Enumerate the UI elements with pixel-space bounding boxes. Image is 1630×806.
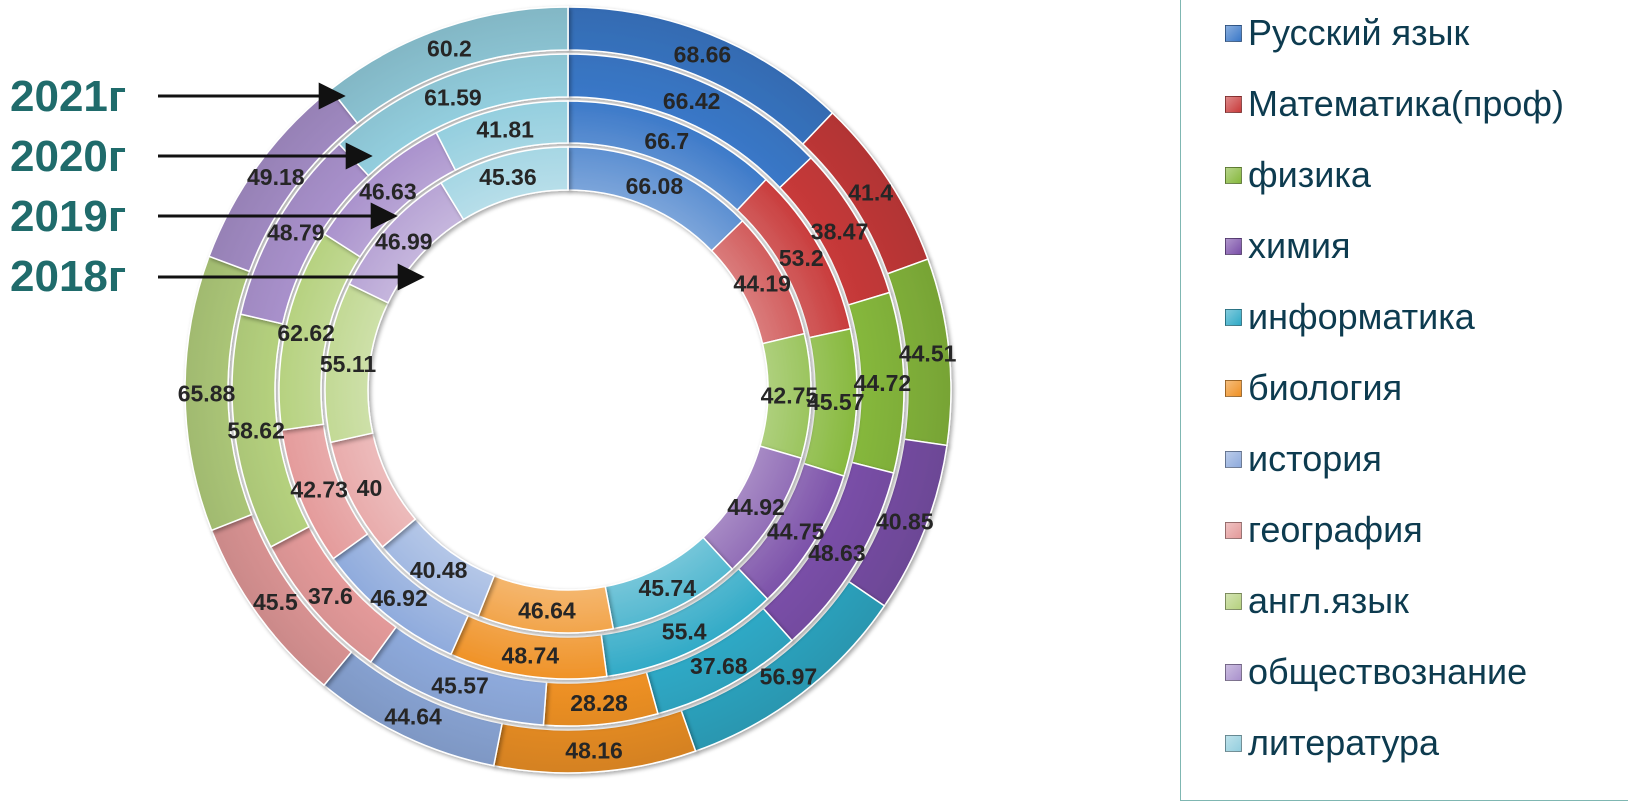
legend-item: обществознание [1225, 651, 1527, 693]
legend-label: Математика(проф) [1248, 83, 1564, 125]
legend-swatch [1225, 522, 1242, 539]
value-label-2-10: 41.81 [476, 116, 534, 142]
legend-label: физика [1248, 154, 1371, 196]
value-label-3-5: 46.64 [518, 597, 576, 623]
year-label-2021: 2021г [10, 72, 126, 122]
value-label-0-10: 60.2 [427, 35, 472, 61]
legend-item: информатика [1225, 296, 1475, 338]
value-label-3-1: 44.19 [733, 270, 791, 296]
value-label-2-1: 53.2 [779, 245, 824, 271]
legend-label: биология [1248, 367, 1402, 409]
value-label-1-0: 66.42 [663, 88, 721, 114]
value-label-3-2: 42.75 [761, 383, 819, 409]
legend-item: биология [1225, 367, 1402, 409]
legend-label: информатика [1248, 296, 1475, 338]
value-label-2-9: 46.63 [359, 179, 417, 205]
value-label-1-1: 38.47 [811, 218, 869, 244]
legend-swatch [1225, 167, 1242, 184]
legend-swatch [1225, 664, 1242, 681]
legend-item: география [1225, 509, 1423, 551]
legend-swatch [1225, 380, 1242, 397]
legend-swatch [1225, 25, 1242, 42]
value-label-2-6: 46.92 [370, 585, 428, 611]
value-label-0-9: 49.18 [247, 164, 305, 190]
value-label-3-9: 46.99 [375, 228, 433, 254]
value-label-2-0: 66.7 [644, 128, 689, 154]
value-label-1-5: 28.28 [570, 690, 628, 716]
legend-item: Математика(проф) [1225, 83, 1564, 125]
value-label-3-7: 40 [357, 475, 383, 501]
value-label-2-7: 42.73 [290, 477, 348, 503]
legend-item: физика [1225, 154, 1371, 196]
value-label-0-1: 41.4 [848, 179, 893, 205]
value-label-0-6: 44.64 [384, 704, 442, 730]
legend-item: англ.язык [1225, 580, 1409, 622]
value-label-1-8: 58.62 [227, 417, 285, 443]
value-label-2-8: 62.62 [277, 320, 335, 346]
legend-label: англ.язык [1248, 580, 1409, 622]
legend: Русский язык Математика(проф) физика химия и… [1180, 0, 1628, 801]
year-label-2018: 2018г [10, 252, 126, 302]
value-label-0-7: 45.5 [253, 589, 298, 615]
legend-swatch [1225, 309, 1242, 326]
legend-item: химия [1225, 225, 1350, 267]
value-label-1-4: 37.68 [690, 653, 748, 679]
value-label-2-5: 48.74 [502, 642, 560, 668]
legend-item: литература [1225, 722, 1439, 764]
value-label-3-8: 55.11 [320, 351, 376, 377]
year-label-2020: 2020г [10, 132, 126, 182]
value-label-0-5: 48.16 [565, 738, 623, 764]
value-label-3-6: 40.48 [410, 557, 468, 583]
year-label-2019: 2019г [10, 192, 126, 242]
legend-swatch [1225, 238, 1242, 255]
legend-label: литература [1248, 722, 1439, 764]
legend-label: химия [1248, 225, 1350, 267]
legend-label: Русский язык [1248, 12, 1469, 54]
legend-swatch [1225, 593, 1242, 610]
value-label-0-8: 65.88 [178, 380, 236, 406]
value-label-0-3: 40.85 [876, 508, 934, 534]
value-label-1-6: 45.57 [431, 672, 489, 698]
legend-swatch [1225, 96, 1242, 113]
legend-item: история [1225, 438, 1382, 480]
legend-label: обществознание [1248, 651, 1527, 693]
legend-item: Русский язык [1225, 12, 1469, 54]
value-label-2-4: 55.4 [662, 619, 707, 645]
value-label-1-9: 48.79 [267, 219, 325, 245]
value-label-0-2: 44.51 [899, 340, 957, 366]
value-label-1-7: 37.6 [308, 583, 353, 609]
value-label-3-10: 45.36 [479, 164, 537, 190]
value-label-2-3: 44.75 [767, 518, 825, 544]
legend-label: история [1248, 438, 1382, 480]
value-label-3-3: 44.92 [727, 494, 785, 520]
value-label-3-0: 66.08 [626, 173, 684, 199]
value-label-3-4: 45.74 [638, 575, 696, 601]
legend-swatch [1225, 451, 1242, 468]
value-label-0-0: 68.66 [674, 41, 732, 67]
legend-swatch [1225, 735, 1242, 752]
value-label-0-4: 56.97 [760, 664, 818, 690]
value-label-1-10: 61.59 [424, 84, 482, 110]
legend-label: география [1248, 509, 1423, 551]
